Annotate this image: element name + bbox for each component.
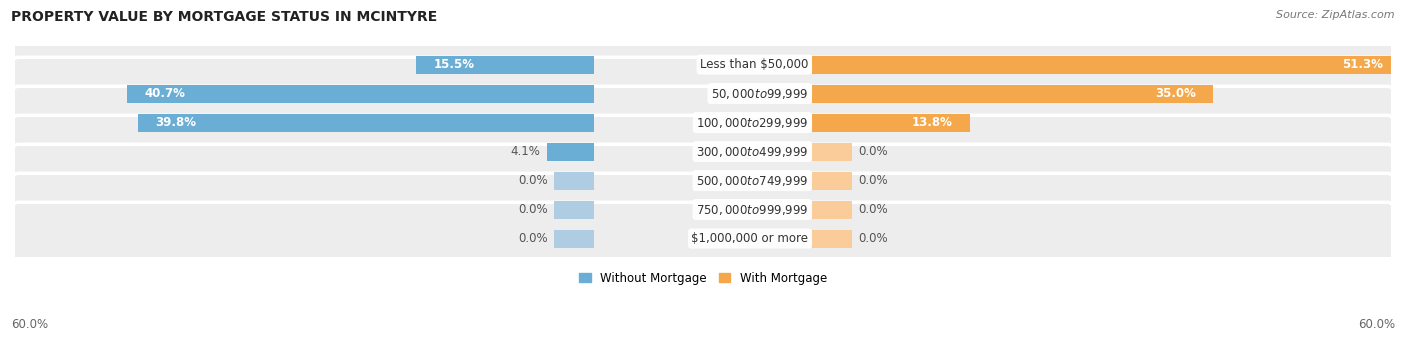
Bar <box>811 201 852 219</box>
Text: 0.0%: 0.0% <box>519 232 548 245</box>
FancyBboxPatch shape <box>10 173 1396 246</box>
Text: 35.0%: 35.0% <box>1156 87 1197 100</box>
Text: 39.8%: 39.8% <box>155 116 195 129</box>
FancyBboxPatch shape <box>10 28 1396 101</box>
FancyBboxPatch shape <box>10 144 1396 217</box>
Text: 0.0%: 0.0% <box>519 203 548 216</box>
Text: $1,000,000 or more: $1,000,000 or more <box>692 232 808 245</box>
Text: 60.0%: 60.0% <box>1358 318 1395 331</box>
Text: $50,000 to $99,999: $50,000 to $99,999 <box>711 87 808 101</box>
Bar <box>811 56 1400 74</box>
Bar <box>811 114 970 132</box>
Bar <box>416 56 595 74</box>
Bar <box>554 172 595 190</box>
Bar <box>811 229 852 248</box>
Bar <box>547 143 595 161</box>
FancyBboxPatch shape <box>10 202 1396 275</box>
Text: $750,000 to $999,999: $750,000 to $999,999 <box>696 203 808 217</box>
Text: 15.5%: 15.5% <box>433 58 475 71</box>
FancyBboxPatch shape <box>10 115 1396 188</box>
FancyBboxPatch shape <box>10 57 1396 130</box>
Text: Source: ZipAtlas.com: Source: ZipAtlas.com <box>1277 10 1395 20</box>
Text: 60.0%: 60.0% <box>11 318 48 331</box>
Text: 0.0%: 0.0% <box>858 174 887 187</box>
Text: Less than $50,000: Less than $50,000 <box>700 58 808 71</box>
Text: 0.0%: 0.0% <box>858 232 887 245</box>
Bar <box>554 201 595 219</box>
Legend: Without Mortgage, With Mortgage: Without Mortgage, With Mortgage <box>574 267 832 290</box>
Bar <box>138 114 595 132</box>
Text: 13.8%: 13.8% <box>912 116 953 129</box>
Text: 0.0%: 0.0% <box>858 203 887 216</box>
Bar <box>128 85 595 103</box>
FancyBboxPatch shape <box>10 86 1396 159</box>
Text: 0.0%: 0.0% <box>519 174 548 187</box>
Text: 0.0%: 0.0% <box>858 145 887 158</box>
Text: $300,000 to $499,999: $300,000 to $499,999 <box>696 145 808 159</box>
Bar <box>554 229 595 248</box>
Bar <box>811 172 852 190</box>
Text: $100,000 to $299,999: $100,000 to $299,999 <box>696 116 808 130</box>
Text: $500,000 to $749,999: $500,000 to $749,999 <box>696 174 808 188</box>
Text: 4.1%: 4.1% <box>510 145 540 158</box>
Bar <box>811 143 852 161</box>
Text: 40.7%: 40.7% <box>145 87 186 100</box>
Text: 51.3%: 51.3% <box>1343 58 1384 71</box>
Bar <box>811 85 1213 103</box>
Text: PROPERTY VALUE BY MORTGAGE STATUS IN MCINTYRE: PROPERTY VALUE BY MORTGAGE STATUS IN MCI… <box>11 10 437 24</box>
